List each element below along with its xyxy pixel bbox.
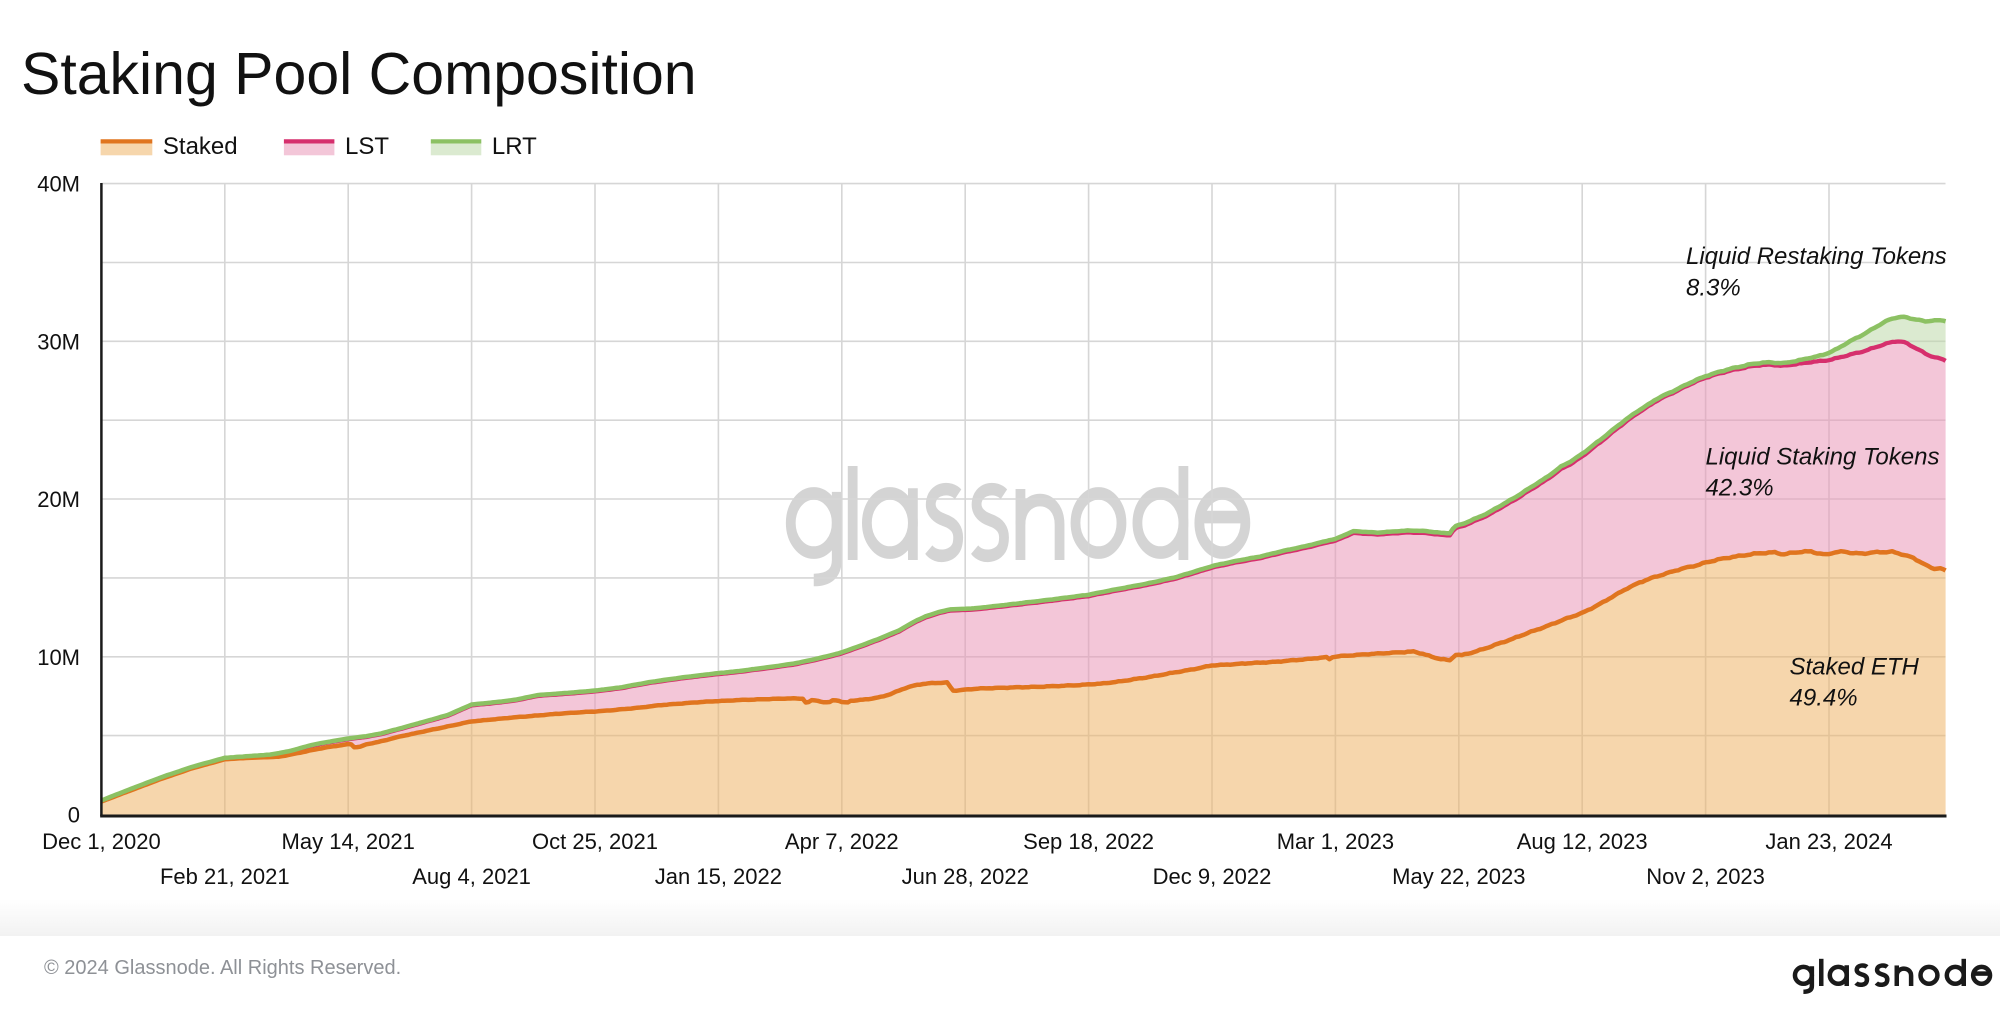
svg-text:Mar 1, 2023: Mar 1, 2023 [1277,829,1394,854]
svg-text:Jan 23, 2024: Jan 23, 2024 [1765,829,1892,854]
svg-text:0: 0 [68,803,80,828]
svg-text:Aug 4, 2021: Aug 4, 2021 [412,864,531,889]
svg-text:Staking Pool Composition: Staking Pool Composition [21,41,697,107]
svg-text:Staked ETH: Staked ETH [1790,654,1920,681]
svg-text:42.3%: 42.3% [1706,475,1774,502]
svg-text:Feb 21, 2021: Feb 21, 2021 [160,864,290,889]
svg-text:20M: 20M [37,487,80,512]
svg-text:10M: 10M [37,645,80,670]
svg-text:30M: 30M [37,329,80,354]
svg-text:Dec 9, 2022: Dec 9, 2022 [1153,864,1272,889]
svg-text:Liquid Restaking Tokens: Liquid Restaking Tokens [1686,243,1947,270]
svg-text:40M: 40M [37,172,80,197]
svg-text:8.3%: 8.3% [1686,275,1741,302]
svg-text:Liquid Staking Tokens: Liquid Staking Tokens [1706,444,1940,471]
svg-text:Jun 28, 2022: Jun 28, 2022 [902,864,1029,889]
svg-text:Apr 7, 2022: Apr 7, 2022 [785,829,899,854]
svg-text:Jan 15, 2022: Jan 15, 2022 [655,864,782,889]
svg-text:© 2024 Glassnode. All Rights R: © 2024 Glassnode. All Rights Reserved. [44,957,401,979]
svg-text:Sep 18, 2022: Sep 18, 2022 [1023,829,1154,854]
svg-text:Oct 25, 2021: Oct 25, 2021 [532,829,658,854]
svg-text:LST: LST [345,133,389,160]
svg-text:49.4%: 49.4% [1790,685,1858,712]
svg-text:Nov 2, 2023: Nov 2, 2023 [1646,864,1765,889]
svg-text:May 14, 2021: May 14, 2021 [282,829,415,854]
svg-text:Aug 12, 2023: Aug 12, 2023 [1517,829,1648,854]
svg-text:LRT: LRT [492,133,537,160]
svg-text:May 22, 2023: May 22, 2023 [1392,864,1525,889]
svg-text:Dec 1, 2020: Dec 1, 2020 [42,829,161,854]
svg-text:Staked: Staked [163,133,238,160]
